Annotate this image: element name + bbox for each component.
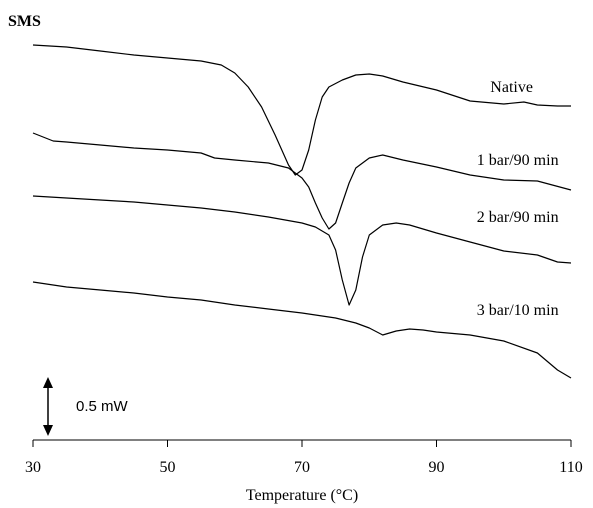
series-label-1-bar-90-min: 1 bar/90 min	[477, 152, 559, 169]
x-tick-label: 50	[160, 459, 176, 476]
x-axis: 30 50 70 90 110 Temperature (°C)	[25, 439, 583, 504]
series-line-2-bar-90-min	[32, 195, 572, 306]
scale-bar-arrow-up-icon	[43, 377, 53, 388]
x-tick-label: 70	[294, 459, 310, 476]
series-line-3-bar-10-min	[32, 281, 572, 379]
x-axis-ticks: 30 50 70 90 110	[25, 440, 583, 476]
x-tick-label: 90	[429, 459, 445, 476]
chart-title: SMS	[8, 13, 41, 30]
series-layer	[32, 44, 572, 379]
series-label-native: Native	[490, 79, 533, 96]
scale-bar-arrow-down-icon	[43, 425, 53, 436]
series-label-layer: Native 1 bar/90 min 2 bar/90 min 3 bar/10 m…	[477, 79, 559, 319]
x-tick-label: 30	[25, 459, 41, 476]
series-line-1-bar-90-min	[32, 132, 572, 230]
series-label-3-bar-10-min: 3 bar/10 min	[477, 302, 559, 319]
series-label-2-bar-90-min: 2 bar/90 min	[477, 209, 559, 226]
series-line-native	[32, 44, 571, 176]
scale-bar: 0.5 mW	[43, 377, 129, 436]
scale-bar-label: 0.5 mW	[76, 398, 129, 415]
x-tick-label: 110	[559, 459, 582, 476]
x-axis-title: Temperature (°C)	[246, 487, 358, 504]
